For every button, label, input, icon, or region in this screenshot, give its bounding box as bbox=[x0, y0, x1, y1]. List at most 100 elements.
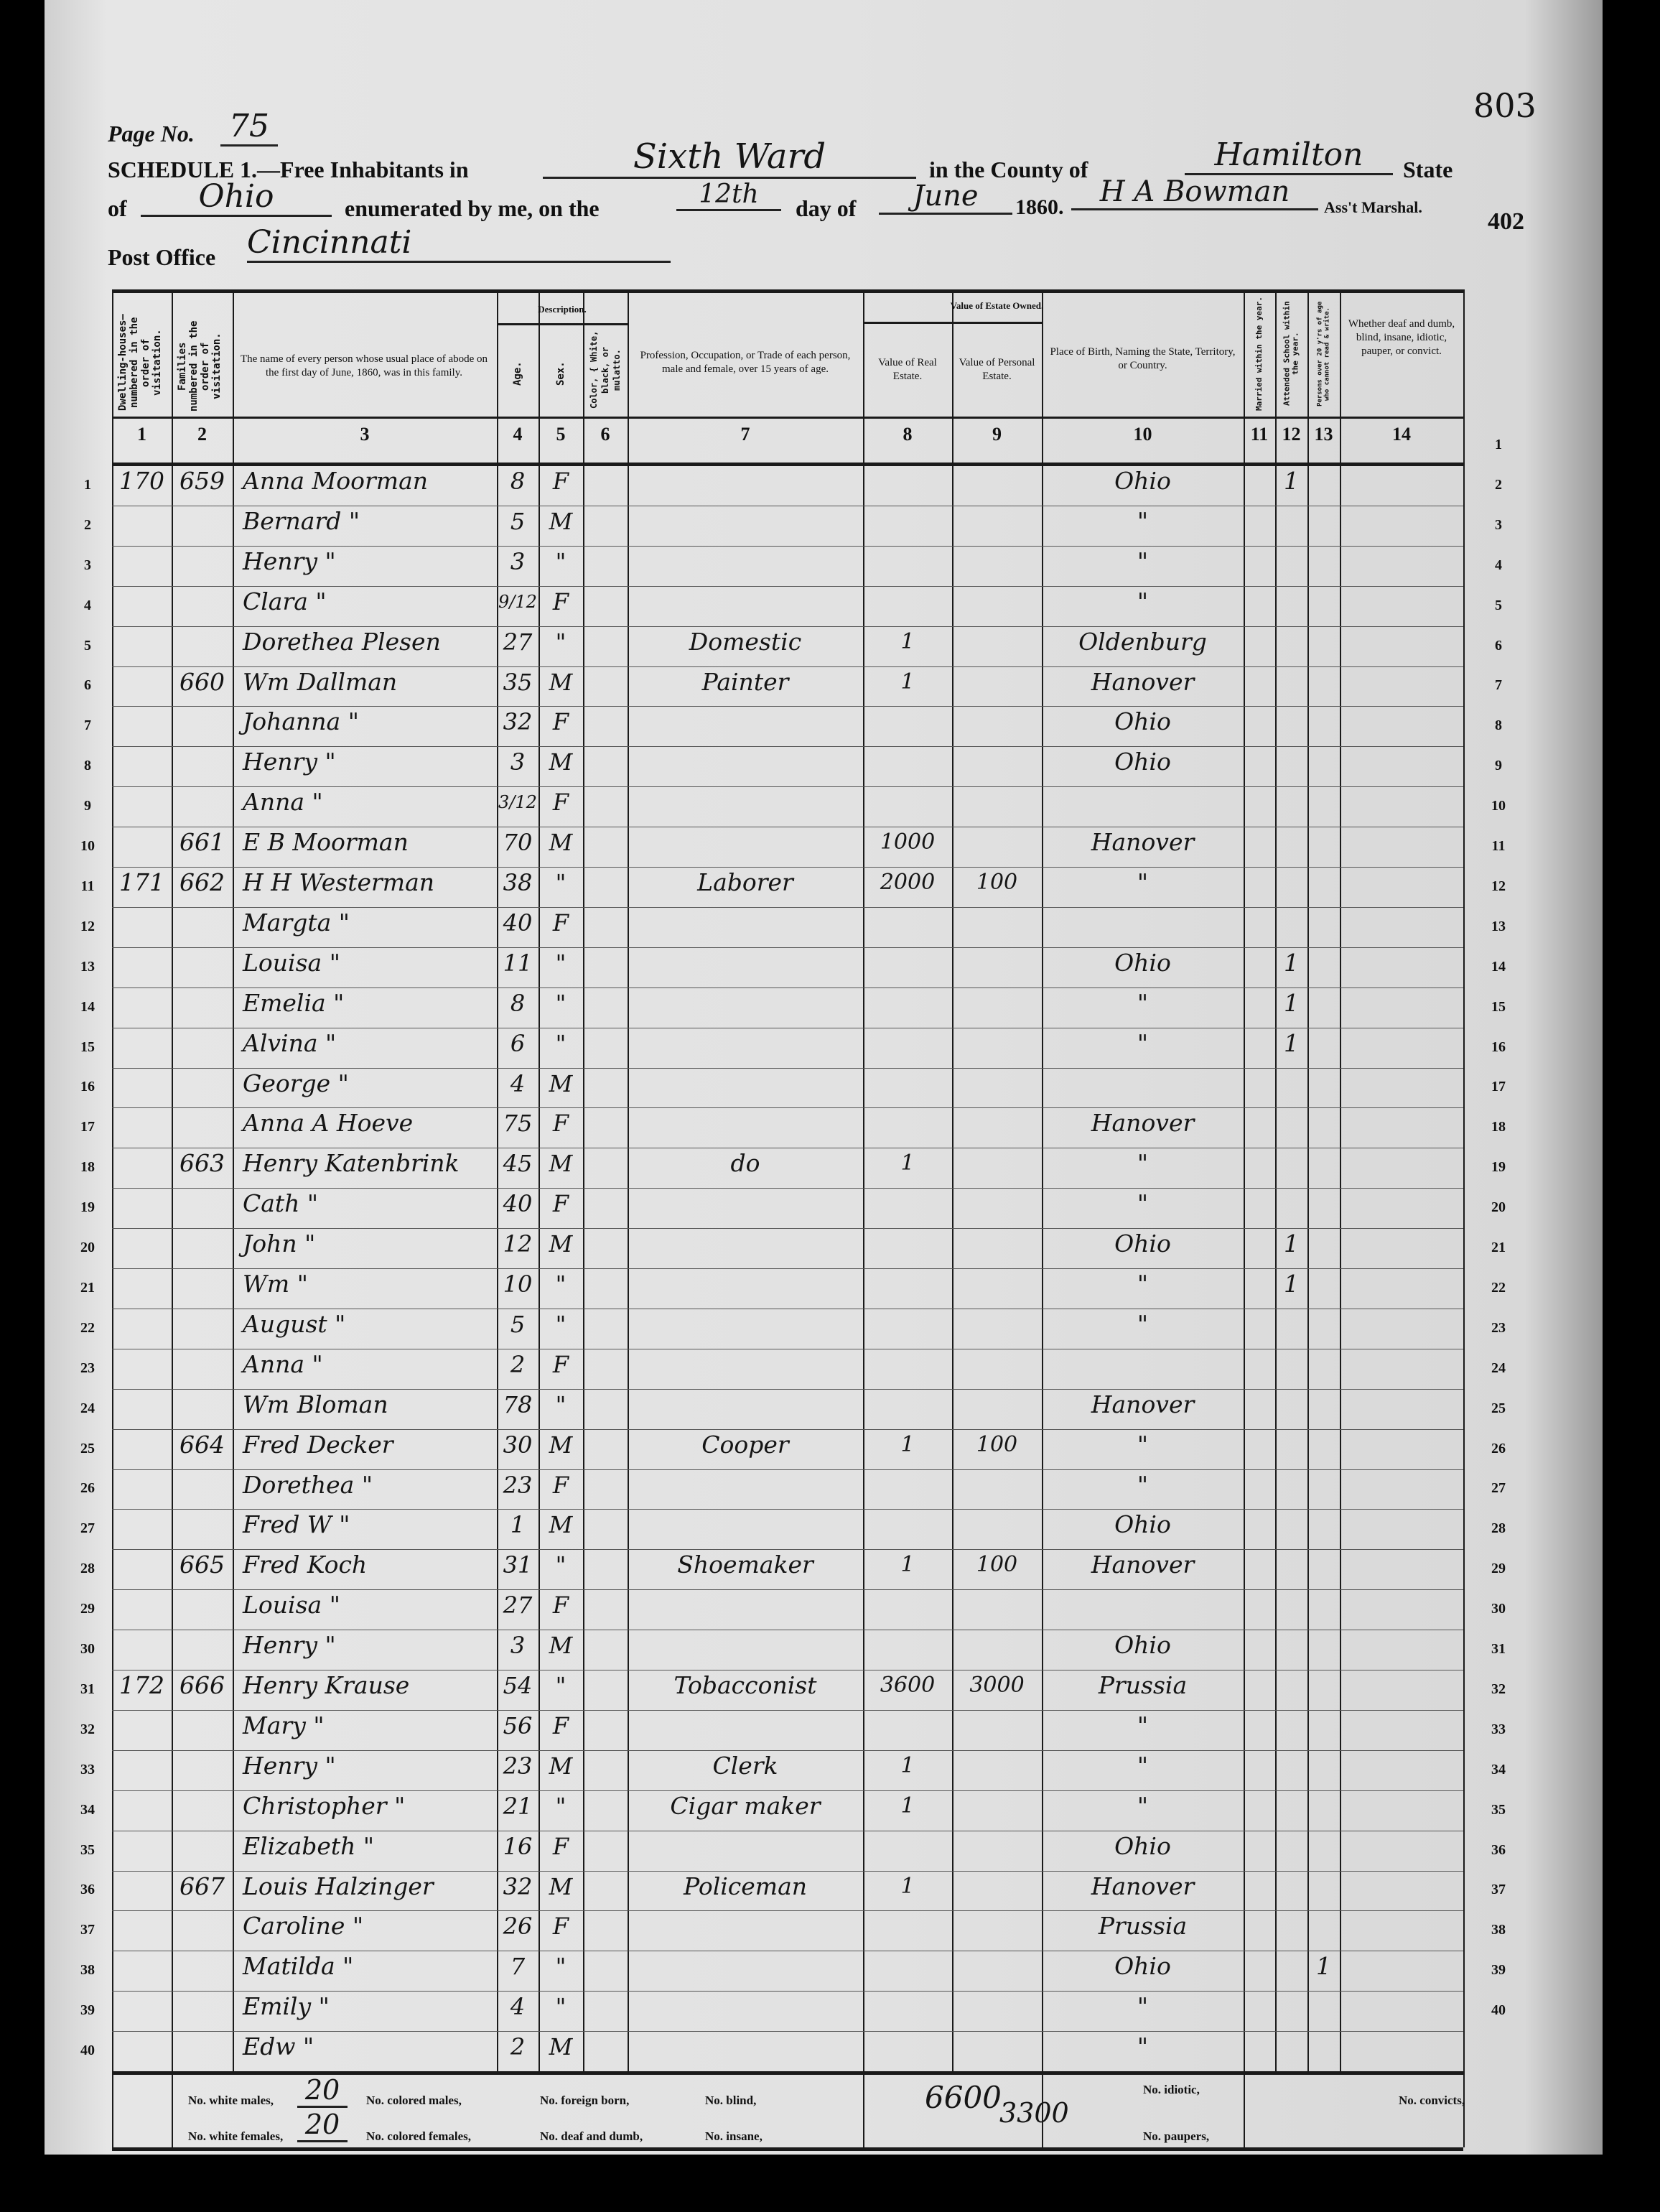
cell-family: 663 bbox=[179, 1149, 225, 1178]
left-line-number: 5 bbox=[84, 637, 91, 654]
left-line-number: 24 bbox=[80, 1400, 95, 1416]
row-rule bbox=[112, 1107, 1463, 1109]
cell-name: Alvina " bbox=[243, 1028, 337, 1057]
row-rule bbox=[112, 585, 1463, 587]
col4-header: Age. bbox=[512, 361, 523, 386]
cell-birthplace: Ohio bbox=[1114, 1230, 1171, 1258]
cell-sex: M bbox=[549, 829, 573, 857]
cell-age: 75 bbox=[503, 1110, 533, 1138]
row-rule bbox=[112, 1790, 1463, 1791]
cell-sex: M bbox=[549, 1431, 573, 1459]
right-line-number: 30 bbox=[1491, 1601, 1506, 1617]
left-line-number: 29 bbox=[80, 1601, 95, 1617]
cell-family: 666 bbox=[179, 1671, 225, 1699]
cell-birthplace: " bbox=[1137, 1028, 1149, 1057]
table-row: Bernard " 5 M " bbox=[45, 506, 1603, 546]
cell-sex: " bbox=[555, 628, 566, 656]
col12-header: Attended School within the year. bbox=[1282, 301, 1300, 406]
table-row: 661 E B Moorman 70 M 1000 Hanover bbox=[45, 827, 1603, 867]
cell-real-estate: 2000 bbox=[880, 870, 936, 895]
column-number: 8 bbox=[903, 424, 913, 445]
cell-sex: F bbox=[552, 1190, 569, 1218]
cell-birthplace: " bbox=[1137, 1711, 1149, 1739]
right-line-number: 4 bbox=[1495, 557, 1502, 573]
table-row: Mary " 56 F " bbox=[45, 1710, 1603, 1750]
left-line-number: 30 bbox=[80, 1641, 95, 1658]
subdivision-value: Sixth Ward bbox=[543, 136, 916, 179]
right-line-number: 7 bbox=[1495, 677, 1502, 694]
cell-family: 664 bbox=[179, 1430, 225, 1459]
column-number: 4 bbox=[513, 424, 523, 445]
column-rule bbox=[1244, 289, 1245, 2147]
cell-birthplace: " bbox=[1137, 1270, 1149, 1298]
cell-birthplace: Ohio bbox=[1114, 1631, 1171, 1660]
cell-real-estate: 1 bbox=[900, 1151, 915, 1176]
row-rule bbox=[112, 1469, 1463, 1470]
right-line-number: 37 bbox=[1491, 1882, 1506, 1898]
cell-name: Caroline " bbox=[243, 1912, 364, 1941]
row-rule bbox=[112, 1549, 1463, 1551]
cell-name: Louisa " bbox=[243, 948, 340, 977]
table-row: Clara " 9/12 F " bbox=[45, 586, 1603, 626]
cell-sex: " bbox=[555, 547, 566, 575]
white-males-label: No. white males, bbox=[188, 2094, 274, 2107]
cell-birthplace: " bbox=[1137, 1430, 1149, 1459]
right-line-number: 12 bbox=[1491, 878, 1506, 894]
cell-sex: " bbox=[555, 989, 566, 1017]
cell-sex: " bbox=[555, 1792, 566, 1820]
row-rule bbox=[112, 1388, 1463, 1390]
cell-birthplace: Prussia bbox=[1098, 1671, 1188, 1699]
cell-birthplace: Hanover bbox=[1091, 1109, 1195, 1138]
column-number: 2 bbox=[197, 424, 207, 445]
post-office-label: Post Office bbox=[108, 244, 216, 270]
left-line-number: 14 bbox=[80, 998, 95, 1015]
cell-birthplace: Hanover bbox=[1091, 1551, 1195, 1579]
cell-sex: M bbox=[549, 748, 573, 776]
col7-header: Profession, Occupation, or Trade of each… bbox=[640, 350, 851, 375]
cell-occupation: Clerk bbox=[712, 1751, 778, 1780]
column-number: 6 bbox=[600, 424, 610, 445]
cell-birthplace: " bbox=[1137, 1309, 1149, 1338]
left-line-number: 25 bbox=[80, 1440, 95, 1456]
cell-age: 2 bbox=[510, 1350, 526, 1378]
column-number: 10 bbox=[1133, 424, 1152, 445]
cell-sex: " bbox=[555, 869, 566, 896]
cell-sex: " bbox=[555, 1993, 566, 2021]
cell-age: 9/12 bbox=[498, 591, 537, 612]
right-line-number: 18 bbox=[1491, 1119, 1506, 1135]
table-row: Matilda " 7 " Ohio 1 bbox=[45, 1951, 1603, 1991]
cell-birthplace: Ohio bbox=[1114, 1952, 1171, 1981]
column-number: 3 bbox=[360, 424, 370, 445]
column-rule bbox=[497, 289, 498, 2071]
table-row: George " 4 M bbox=[45, 1068, 1603, 1108]
post-office-value: Cincinnati bbox=[247, 224, 671, 263]
right-line-number: 36 bbox=[1491, 1841, 1506, 1858]
col5-header: Sex. bbox=[555, 361, 566, 386]
cell-age: 56 bbox=[503, 1711, 533, 1739]
cell-sex: M bbox=[549, 2033, 573, 2061]
right-line-number: 23 bbox=[1491, 1319, 1506, 1336]
schedule-label: SCHEDULE 1.—Free Inhabitants in bbox=[108, 157, 469, 182]
col8-header: Value of Real Estate. bbox=[878, 357, 937, 382]
right-line-number: 14 bbox=[1491, 958, 1506, 975]
table-row: 171 662 H H Westerman 38 " Laborer 2000 100 " bbox=[45, 867, 1603, 907]
table-row: 660 Wm Dallman 35 M Painter 1 Hanover bbox=[45, 666, 1603, 707]
cell-personal-estate: 100 bbox=[976, 870, 1018, 895]
cell-family: 660 bbox=[179, 667, 225, 696]
cell-birthplace: Hanover bbox=[1091, 1872, 1195, 1900]
cell-birthplace: Ohio bbox=[1114, 707, 1171, 736]
right-line-number: 25 bbox=[1491, 1400, 1506, 1416]
table-row: Emily " 4 " " bbox=[45, 1991, 1603, 2031]
col14-header: Whether deaf and dumb, blind, insane, id… bbox=[1348, 317, 1455, 357]
cell-age: 4 bbox=[510, 1993, 526, 2021]
table-row: Louisa " 11 " Ohio 1 bbox=[45, 947, 1603, 988]
stamped-folio-number: 803 bbox=[1473, 86, 1537, 125]
row-rule bbox=[112, 947, 1463, 948]
cell-name: Wm " bbox=[243, 1270, 308, 1298]
cell-age: 23 bbox=[503, 1471, 533, 1499]
right-line-number: 15 bbox=[1491, 998, 1506, 1015]
table-row: John " 12 M Ohio 1 bbox=[45, 1228, 1603, 1268]
cell-illiterate: 1 bbox=[1316, 1952, 1331, 1981]
cell-sex: F bbox=[552, 1913, 569, 1941]
